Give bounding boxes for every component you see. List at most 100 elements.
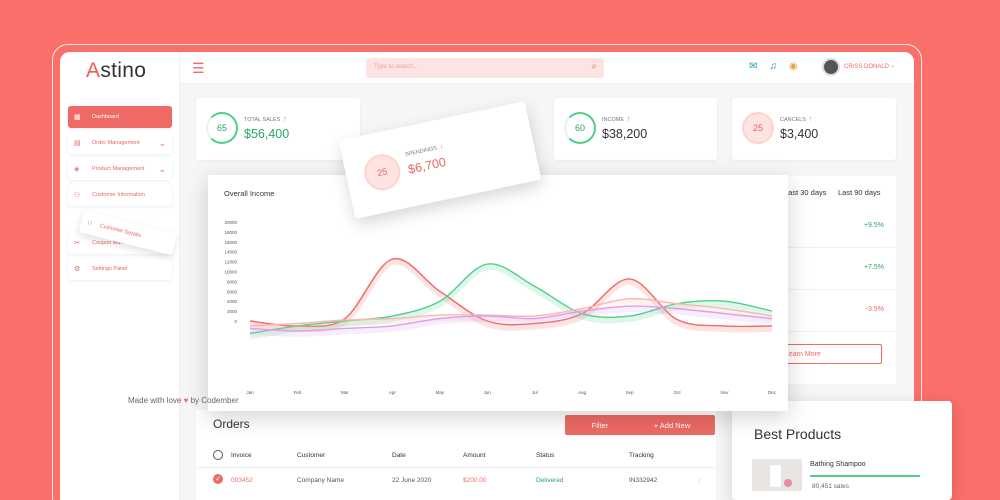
divider bbox=[196, 467, 716, 468]
made-with-love: Made with love ♥ by Codember bbox=[128, 396, 239, 405]
device-frame bbox=[52, 44, 922, 500]
arrow-up-icon: ↑ bbox=[283, 116, 287, 123]
kpi-ring: 60 bbox=[564, 112, 596, 144]
y-tick-label: 6000 bbox=[227, 289, 238, 294]
menu-icon[interactable]: ☰ bbox=[192, 60, 205, 76]
series-shadow bbox=[249, 263, 773, 340]
kpi-label: CANCELS ↑ bbox=[780, 116, 813, 123]
series-shadow bbox=[249, 306, 773, 337]
status-badge: Delivered bbox=[536, 477, 564, 484]
sidebar-nav: ▦ Dashboard ▤ Order Management ⌄ ◈ Product M… bbox=[68, 106, 172, 284]
tab-last-30-days[interactable]: Last 30 days bbox=[784, 188, 827, 197]
kpi-value: $56,400 bbox=[244, 127, 290, 141]
sidebar-item-label: Settings Panel bbox=[92, 266, 128, 272]
line-chart: 2000018000160001400012000100008000600040… bbox=[224, 220, 777, 395]
change-value: +9.5% bbox=[863, 222, 884, 229]
row-checkbox[interactable]: ✓ bbox=[213, 474, 223, 484]
kpi-ring: 25 bbox=[742, 112, 774, 144]
product-name: Bathing Shampoo bbox=[810, 461, 866, 468]
select-all-checkbox[interactable] bbox=[213, 450, 223, 460]
x-tick-label: Jan bbox=[246, 390, 254, 395]
y-tick-label: 14000 bbox=[224, 250, 237, 255]
learn-more-button[interactable]: Learn More bbox=[778, 344, 882, 364]
sidebar-item-customer-information[interactable]: ⚇ Customer Information bbox=[68, 184, 172, 206]
sidebar-item-label: Order Management bbox=[92, 140, 140, 146]
kpi-ring: 25 bbox=[360, 150, 404, 194]
sidebar-item-dashboard[interactable]: ▦ Dashboard bbox=[68, 106, 172, 128]
x-tick-label: May bbox=[436, 390, 445, 395]
settings-icon: ⚙ bbox=[74, 266, 81, 273]
series-line-2 bbox=[249, 297, 773, 327]
sales-bar bbox=[810, 475, 920, 477]
customer-icon: ⚇ bbox=[74, 192, 81, 199]
chevron-down-icon[interactable]: ⌄ bbox=[158, 164, 166, 174]
topbar-icons: ✉ ♫ ◉ bbox=[749, 61, 798, 72]
chevron-down-icon[interactable]: ⌄ bbox=[890, 63, 896, 69]
mail-icon[interactable]: ✉ bbox=[749, 61, 758, 72]
kpi-value: $3,400 bbox=[780, 127, 819, 141]
x-tick-label: Apr bbox=[389, 390, 397, 395]
y-tick-label: 10000 bbox=[224, 270, 237, 275]
sidebar-item-label: Product Management bbox=[92, 166, 145, 172]
y-tick-label: 12000 bbox=[224, 260, 237, 265]
customer-icon: ⚇ bbox=[86, 219, 93, 227]
arrow-up-icon: ↑ bbox=[808, 116, 813, 123]
alert-icon[interactable]: ◉ bbox=[788, 61, 798, 72]
sidebar-item-order-management[interactable]: ▤ Order Management ⌄ bbox=[68, 132, 172, 154]
column-header: Invoice bbox=[231, 452, 252, 459]
x-tick-label: Jun bbox=[484, 390, 492, 395]
column-header: Status bbox=[536, 452, 555, 459]
y-tick-label: 16000 bbox=[224, 240, 237, 245]
sidebar-item-product-management[interactable]: ◈ Product Management ⌄ bbox=[68, 158, 172, 180]
invoice-link[interactable]: 003452 bbox=[231, 477, 253, 484]
dashboard-icon: ▦ bbox=[74, 114, 81, 121]
x-tick-label: Aug bbox=[578, 390, 587, 395]
kpi-value: $38,200 bbox=[602, 127, 648, 141]
kpi-income: 60 INCOME ↑ $38,200 bbox=[554, 98, 717, 160]
add-new-button[interactable]: + Add New bbox=[629, 415, 715, 435]
sidebar-item-label: Dashboard bbox=[92, 114, 119, 120]
right-panel: Last 30 days Last 90 days +9.5% +7.5% -3… bbox=[778, 176, 896, 384]
sidebar-item-label: Coupon Ma... bbox=[92, 240, 126, 246]
search-input[interactable]: Type to search... ⌕ bbox=[366, 58, 604, 78]
table-cell: $200.00 bbox=[463, 477, 487, 484]
kpi-ring: 65 bbox=[206, 112, 238, 144]
y-tick-label: 8000 bbox=[227, 279, 238, 284]
x-tick-label: Feb bbox=[294, 390, 302, 395]
orders-panel: Orders Filter + Add New Invoice Customer… bbox=[196, 410, 716, 500]
orders-icon: ▤ bbox=[74, 140, 81, 147]
search-placeholder: Type to search... bbox=[374, 64, 419, 70]
search-icon[interactable]: ⌕ bbox=[591, 61, 597, 72]
tab-last-90-days[interactable]: Last 90 days bbox=[838, 188, 881, 197]
kpi-total-sales: 65 TOTAL SALES ↑ $56,400 bbox=[196, 98, 360, 160]
change-value: +7.5% bbox=[863, 264, 884, 271]
bell-icon[interactable]: ♫ bbox=[769, 61, 777, 72]
series-shadow bbox=[249, 298, 773, 332]
x-tick-label: Sep bbox=[626, 390, 635, 395]
product-sales: 80,451 sales bbox=[812, 483, 849, 490]
column-header: Amount bbox=[463, 452, 486, 459]
y-tick-label: 18000 bbox=[224, 230, 237, 235]
sidebar-item-label: Customer Details bbox=[99, 223, 142, 240]
more-icon[interactable]: ⋮ bbox=[696, 478, 703, 485]
x-tick-label: Dec bbox=[768, 390, 777, 395]
overall-income-chart: Overall Income 20000 18000 16000 14000 12000… bbox=[208, 175, 788, 411]
coupon-icon: ✂ bbox=[74, 240, 80, 247]
user-name[interactable]: CRISS DONALD bbox=[844, 64, 890, 70]
series-line-3 bbox=[249, 305, 773, 332]
product-image bbox=[752, 459, 802, 491]
table-cell: Company Name bbox=[297, 477, 344, 484]
filter-button[interactable]: Filter bbox=[565, 415, 635, 435]
product-icon: ◈ bbox=[74, 166, 80, 173]
x-tick-label: Mar bbox=[341, 390, 349, 395]
list-item: +7.5% bbox=[788, 248, 896, 290]
best-products-title: Best Products bbox=[754, 426, 842, 442]
chevron-down-icon[interactable]: ⌄ bbox=[158, 138, 166, 148]
avatar[interactable] bbox=[822, 58, 840, 76]
x-tick-label: Nov bbox=[721, 390, 730, 395]
orders-title: Orders bbox=[213, 417, 250, 431]
heart-icon: ♥ bbox=[183, 396, 189, 405]
series-line-0 bbox=[249, 257, 773, 328]
sidebar-item-settings[interactable]: ⚙ Settings Panel bbox=[68, 258, 172, 280]
kpi-cancels: 25 CANCELS ↑ $3,400 bbox=[732, 98, 896, 160]
